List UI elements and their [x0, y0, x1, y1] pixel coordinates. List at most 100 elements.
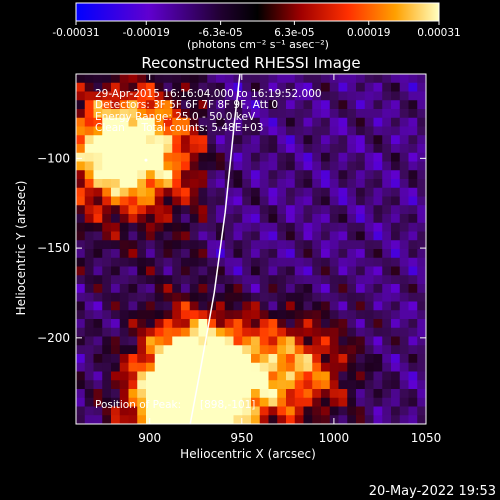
heatmap-cell: [181, 100, 191, 110]
heatmap-cell: [399, 222, 409, 232]
heatmap-cell: [207, 284, 217, 294]
heatmap-cell: [294, 100, 304, 110]
heatmap-cell: [128, 415, 138, 424]
heatmap-cell: [382, 327, 392, 337]
heatmap-cell: [242, 266, 252, 276]
heatmap-cell: [102, 240, 112, 250]
heatmap-cell: [84, 109, 94, 119]
heatmap-cell: [93, 144, 103, 154]
heatmap-cell: [154, 117, 164, 127]
heatmap-cell: [391, 284, 401, 294]
heatmap-cell: [163, 222, 173, 232]
heatmap-cell: [399, 135, 409, 145]
heatmap-cell: [251, 397, 261, 407]
heatmap-cell: [172, 415, 182, 424]
heatmap-cell: [408, 284, 418, 294]
heatmap-cell: [391, 152, 401, 162]
heatmap-cell: [216, 345, 226, 355]
heatmap-cell: [102, 205, 112, 215]
heatmap-cell: [172, 397, 182, 407]
heatmap-cell: [251, 161, 261, 171]
heatmap-cell: [338, 205, 348, 215]
heatmap-cell: [286, 389, 296, 399]
heatmap-cell: [321, 292, 331, 302]
heatmap-cell: [216, 371, 226, 381]
heatmap-cell: [84, 292, 94, 302]
heatmap-cell: [93, 222, 103, 232]
heatmap-cell: [233, 327, 243, 337]
heatmap-cell: [399, 371, 409, 381]
heatmap-cell: [408, 196, 418, 206]
heatmap-cell: [146, 284, 156, 294]
heatmap-cell: [137, 319, 147, 329]
heatmap-cell: [277, 336, 287, 346]
heatmap-cell: [137, 249, 147, 259]
heatmap-cell: [303, 170, 313, 180]
heatmap-cell: [251, 415, 261, 424]
heatmap-cell: [216, 144, 226, 154]
heatmap-cell: [224, 284, 234, 294]
heatmap-cell: [181, 406, 191, 416]
heatmap-cell: [111, 266, 121, 276]
heatmap-cell: [312, 266, 322, 276]
heatmap-cell: [356, 144, 366, 154]
heatmap-cell: [259, 319, 269, 329]
heatmap-cell: [364, 284, 374, 294]
heatmap-cell: [294, 196, 304, 206]
heatmap-cell: [408, 240, 418, 250]
heatmap-cell: [321, 380, 331, 390]
heatmap-cell: [399, 249, 409, 259]
heatmap-cell: [181, 170, 191, 180]
heatmap-cell: [408, 327, 418, 337]
heatmap-cell: [111, 135, 121, 145]
heatmap-cell: [137, 117, 147, 127]
heatmap-cell: [347, 179, 357, 189]
heatmap-cell: [286, 91, 296, 101]
heatmap-cell: [391, 135, 401, 145]
heatmap-cell: [84, 406, 94, 416]
heatmap-cell: [356, 319, 366, 329]
heatmap-cell: [216, 415, 226, 424]
heatmap-cell: [294, 222, 304, 232]
heatmap-cell: [111, 275, 121, 285]
heatmap-cell: [128, 406, 138, 416]
heatmap-cell: [268, 152, 278, 162]
heatmap-cell: [102, 82, 112, 92]
heatmap-cell: [417, 205, 426, 215]
heatmap-cell: [373, 179, 383, 189]
heatmap-cell: [93, 74, 103, 84]
heatmap-cell: [286, 397, 296, 407]
heatmap-cell: [224, 196, 234, 206]
heatmap-cell: [111, 336, 121, 346]
heatmap-cell: [286, 275, 296, 285]
heatmap-cell: [216, 179, 226, 189]
heatmap-cell: [224, 91, 234, 101]
heatmap-cell: [198, 161, 208, 171]
heatmap-cell: [382, 91, 392, 101]
heatmap-cell: [224, 275, 234, 285]
heatmap-cell: [303, 292, 313, 302]
heatmap-cell: [286, 240, 296, 250]
heatmap-cell: [146, 179, 156, 189]
heatmap-cell: [417, 82, 426, 92]
heatmap-cell: [242, 257, 252, 267]
heatmap-cell: [417, 135, 426, 145]
heatmap-cell: [294, 406, 304, 416]
heatmap-cell: [181, 380, 191, 390]
footer-timestamp: 20-May-2022 19:53: [369, 484, 496, 499]
heatmap-cell: [373, 144, 383, 154]
heatmap-cell: [417, 222, 426, 232]
heatmap-cell: [111, 345, 121, 355]
heatmap-cell: [364, 362, 374, 372]
heatmap-cell: [84, 336, 94, 346]
heatmap-cell: [93, 240, 103, 250]
heatmap-cell: [399, 345, 409, 355]
heatmap-cell: [277, 240, 287, 250]
heatmap-cell: [172, 284, 182, 294]
heatmap-cell: [277, 91, 287, 101]
heatmap-cell: [119, 397, 129, 407]
heatmap-cell: [338, 371, 348, 381]
heatmap-cell: [76, 170, 86, 180]
heatmap-cell: [137, 196, 147, 206]
heatmap-cell: [294, 187, 304, 197]
